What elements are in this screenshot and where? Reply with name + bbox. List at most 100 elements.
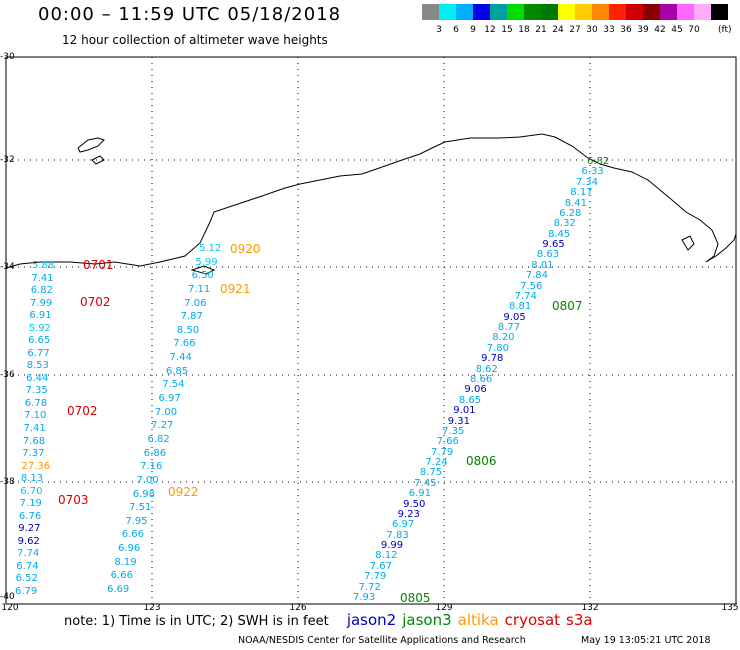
- island-west: [77, 137, 105, 153]
- wave-height-label: 6.79: [15, 586, 38, 597]
- wave-height-label: 7.00: [136, 474, 159, 486]
- scale-label: 12: [484, 25, 496, 35]
- scale-unit: (ft): [718, 25, 732, 35]
- x-tick-4: 129: [435, 603, 453, 613]
- wave-height-label: 7.87: [180, 311, 203, 323]
- wave-height-label: 7.41: [31, 272, 54, 284]
- wave-height-label: 9.62: [17, 535, 40, 547]
- wave-height-label: 7.80: [486, 342, 509, 354]
- wave-height-label: 9.65: [542, 239, 565, 251]
- wave-height-label: 7.84: [525, 270, 548, 282]
- wave-height-label: 9.27: [18, 523, 41, 535]
- wave-height-label: 7.06: [184, 297, 207, 309]
- note: note: 1) Time is in UTC; 2) SWH is in fe…: [64, 611, 599, 629]
- wave-height-label: 8.81: [509, 301, 532, 313]
- pass-time-label: 0701: [83, 258, 114, 272]
- wave-height-label: 6.66: [121, 529, 144, 541]
- wave-height-label: 8.53: [26, 360, 50, 372]
- scale-swatch: [660, 4, 677, 20]
- wave-height-label: 6.50: [191, 270, 214, 282]
- pass-time-label: 0805: [400, 591, 431, 605]
- wave-height-label: 8.65: [458, 394, 482, 406]
- wave-height-label: 5.92: [28, 322, 51, 334]
- y-tick-5: -38: [0, 477, 15, 487]
- wave-height-label: 6.28: [559, 207, 582, 219]
- scale-swatch: [575, 4, 592, 20]
- wave-height-label: 6.78: [24, 397, 48, 409]
- wave-height-label: 8.17: [570, 187, 593, 199]
- wave-height-label: 8.66: [470, 374, 493, 385]
- wave-height-label: 7.99: [30, 297, 53, 309]
- scale-swatch: [507, 4, 524, 20]
- pass-time-label: 0920: [230, 242, 261, 256]
- wave-height-label: 7.11: [187, 283, 211, 295]
- y-tick-3: -34: [0, 262, 15, 272]
- scale-label: 70: [688, 25, 700, 35]
- pass-time-label: 0702: [80, 295, 111, 309]
- wave-height-label: 9.01: [453, 405, 476, 417]
- wave-height-label: 6.70: [20, 485, 43, 497]
- wave-height-label: 9.78: [481, 353, 504, 365]
- scale-label: 39: [637, 25, 649, 35]
- wave-height-label: 7.37: [22, 448, 45, 460]
- wave-height-label: 8.77: [497, 322, 521, 334]
- wave-height-label: 6.33: [581, 166, 604, 178]
- scale-label: 36: [620, 25, 632, 35]
- wave-height-label: 7.95: [125, 515, 148, 527]
- wave-height-label: 8.12: [375, 550, 398, 562]
- wave-height-label: 9.50: [403, 498, 426, 510]
- wave-height-label: 7.35: [442, 425, 465, 437]
- wave-height-label: 8.45: [548, 228, 571, 240]
- wave-height-label: 7.41: [23, 423, 46, 434]
- wave-height-label: 7.27: [151, 420, 174, 432]
- pass-time-label: 0921: [220, 282, 251, 296]
- wave-height-label: 7.66: [173, 338, 196, 350]
- scale-label: 42: [654, 25, 666, 35]
- wave-height-label: 6.82: [587, 156, 610, 167]
- wave-height-label: 7.19: [19, 498, 42, 510]
- wave-height-label: 6.52: [15, 573, 38, 585]
- x-tick-6: 135: [721, 603, 739, 613]
- wave-height-label: 7.54: [162, 379, 185, 391]
- island-west-small: [91, 155, 105, 165]
- scale-label: 24: [552, 25, 564, 35]
- wave-height-label: 7.79: [364, 571, 387, 583]
- coastline: [5, 133, 737, 269]
- wave-height-label: 8.20: [492, 332, 515, 344]
- wave-height-label: 8.75: [419, 467, 443, 479]
- scale-swatch: [609, 4, 626, 20]
- x-tick-2: 123: [143, 603, 161, 613]
- wave-height-label: 6.91: [408, 488, 431, 500]
- wave-height-label: 6.97: [392, 519, 415, 531]
- scale-label: 9: [470, 25, 476, 35]
- wave-height-label: 9.06: [464, 384, 487, 396]
- wave-height-label: 7.34: [575, 176, 599, 188]
- wave-height-label: 6.85: [165, 365, 189, 377]
- timestamp: May 19 13:05:21 UTC 2018: [581, 635, 711, 646]
- wave-height-label: 6.86: [143, 447, 167, 459]
- wave-height-label: 7.24: [425, 457, 448, 469]
- wave-height-label: 7.66: [436, 436, 459, 448]
- wave-height-label: 6.97: [158, 393, 181, 405]
- wave-height-label: 7.74: [514, 290, 537, 302]
- scale-label: 6: [453, 25, 459, 35]
- wave-height-label: 7.44: [169, 352, 192, 364]
- wave-height-label: 6.66: [110, 570, 133, 582]
- wave-height-label: 8.13: [20, 473, 44, 485]
- wave-height-label: 7.45: [414, 477, 437, 489]
- legend-cryosat: cryosat: [504, 611, 561, 629]
- wave-height-label: 6.96: [118, 543, 141, 555]
- map-title: 00:00 – 11:59 UTC 05/18/2018: [38, 4, 342, 25]
- wave-height-label: 7.56: [520, 280, 543, 292]
- wave-height-label: 7.67: [369, 560, 392, 572]
- scale-label: 15: [501, 25, 513, 35]
- wave-height-label: 6.74: [16, 560, 39, 572]
- scale-label: 45: [671, 25, 683, 35]
- wave-height-label: 27.36: [21, 460, 51, 472]
- scale-label: 27: [569, 25, 581, 35]
- wave-height-label: 8.19: [114, 556, 137, 568]
- pass-time-label: 0806: [466, 454, 497, 468]
- map-subtitle: 12 hour collection of altimeter wave hei…: [62, 33, 328, 47]
- scale-swatch: [558, 4, 575, 20]
